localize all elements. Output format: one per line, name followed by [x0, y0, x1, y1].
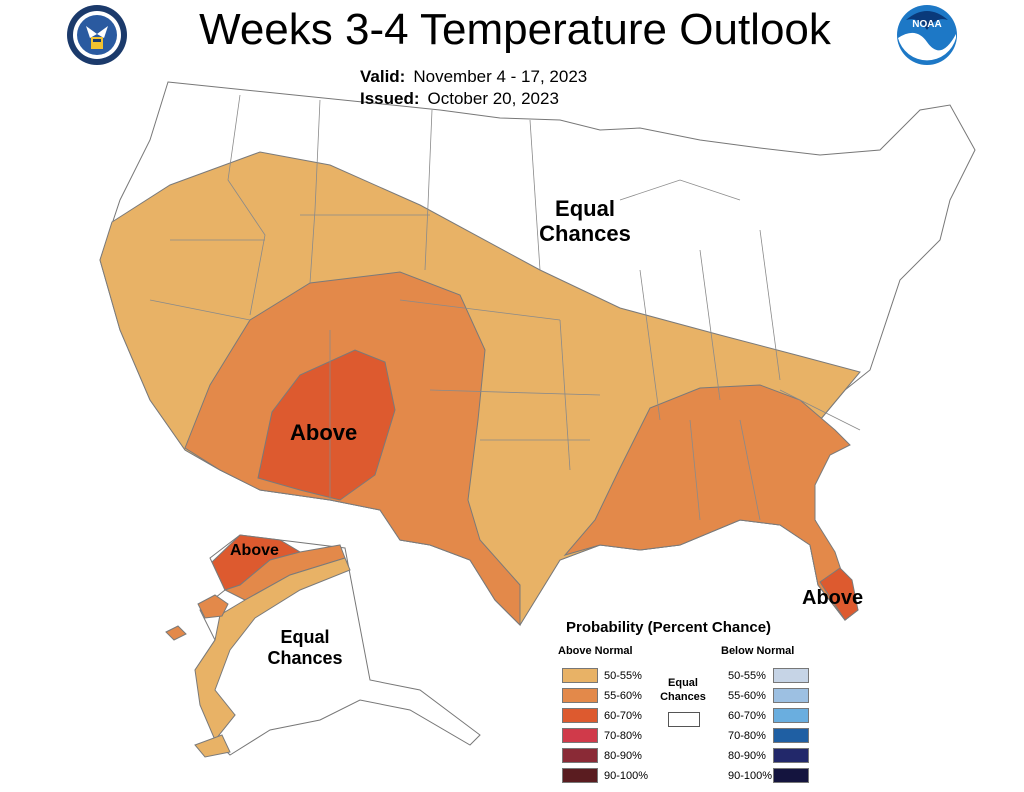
- valid-value: November 4 - 17, 2023: [413, 67, 588, 86]
- legend-above-swatch: [562, 668, 598, 683]
- legend-below-label: 80-90%: [728, 750, 766, 762]
- issued-line: Issued: October 20, 2023: [360, 88, 559, 110]
- legend-above-label: 80-90%: [604, 750, 642, 762]
- zone-above-50-55-aleutian: [194, 734, 231, 758]
- legend-below-swatch: [773, 688, 809, 703]
- zone-above-50-55-alaska: [194, 557, 351, 741]
- legend-title: Probability (Percent Chance): [566, 619, 772, 636]
- legend-below-header: Below Normal: [721, 645, 795, 657]
- label-above-southwest: Above: [290, 420, 358, 445]
- legend-below-label: 60-70%: [728, 710, 766, 722]
- department-of-commerce-seal-icon: [67, 5, 127, 65]
- label-above-florida: Above: [802, 587, 864, 609]
- legend-below-swatch: [773, 768, 809, 783]
- legend-equal-chances-swatch: [668, 712, 700, 727]
- label-equal-chances-alaska-line2: Chances: [267, 648, 343, 668]
- issued-value: October 20, 2023: [427, 89, 559, 108]
- state-borders: [149, 94, 861, 521]
- zone-above-55-60-alaska-islands: [197, 594, 229, 619]
- legend-below-swatch: [773, 668, 809, 683]
- valid-label: Valid:: [360, 67, 406, 86]
- label-equal-chances-alaska-line1: Equal: [280, 627, 330, 647]
- label-above-alaska: Above: [230, 542, 279, 559]
- zone-above-60-70-southwest: [257, 349, 396, 501]
- legend-above-label: 70-80%: [604, 730, 642, 742]
- page-title: Weeks 3-4 Temperature Outlook: [199, 5, 831, 54]
- legend-above-label: 90-100%: [604, 770, 649, 782]
- legend-above-swatch: [562, 748, 598, 763]
- noaa-logo-text: NOAA: [912, 19, 941, 30]
- valid-line: Valid: November 4 - 17, 2023: [360, 66, 587, 88]
- legend-above-swatch: [562, 708, 598, 723]
- legend-above-swatch: [562, 728, 598, 743]
- legend-above-header: Above Normal: [558, 645, 633, 657]
- legend-below-swatch: [773, 748, 809, 763]
- legend-above-label: 55-60%: [604, 690, 642, 702]
- legend-equal-chances: Equal Chances: [650, 676, 716, 704]
- label-equal-chances-conus-line2: Chances: [539, 221, 631, 246]
- zone-above-55-60-aleutian: [165, 625, 187, 641]
- legend-above-swatch: [562, 768, 598, 783]
- legend-above-swatch: [562, 688, 598, 703]
- legend-below-swatch: [773, 728, 809, 743]
- issued-label: Issued:: [360, 89, 420, 108]
- legend-below-label: 70-80%: [728, 730, 766, 742]
- label-equal-chances-conus-line1: Equal: [555, 196, 615, 221]
- legend-equal-chances-line1: Equal: [668, 677, 698, 689]
- legend-equal-chances-line2: Chances: [660, 691, 706, 703]
- label-equal-chances-conus: Equal Chances: [530, 196, 640, 246]
- label-equal-chances-alaska: Equal Chances: [265, 627, 345, 669]
- noaa-logo-icon: NOAA: [897, 5, 957, 65]
- legend-below-swatch: [773, 708, 809, 723]
- legend-below-label: 55-60%: [728, 690, 766, 702]
- legend-above-label: 50-55%: [604, 670, 642, 682]
- legend-below-label: 50-55%: [728, 670, 766, 682]
- zone-above-55-60-southeast: [563, 384, 856, 621]
- legend-below-label: 90-100%: [728, 770, 773, 782]
- legend-above-label: 60-70%: [604, 710, 642, 722]
- zone-above-60-70-florida: [819, 567, 859, 621]
